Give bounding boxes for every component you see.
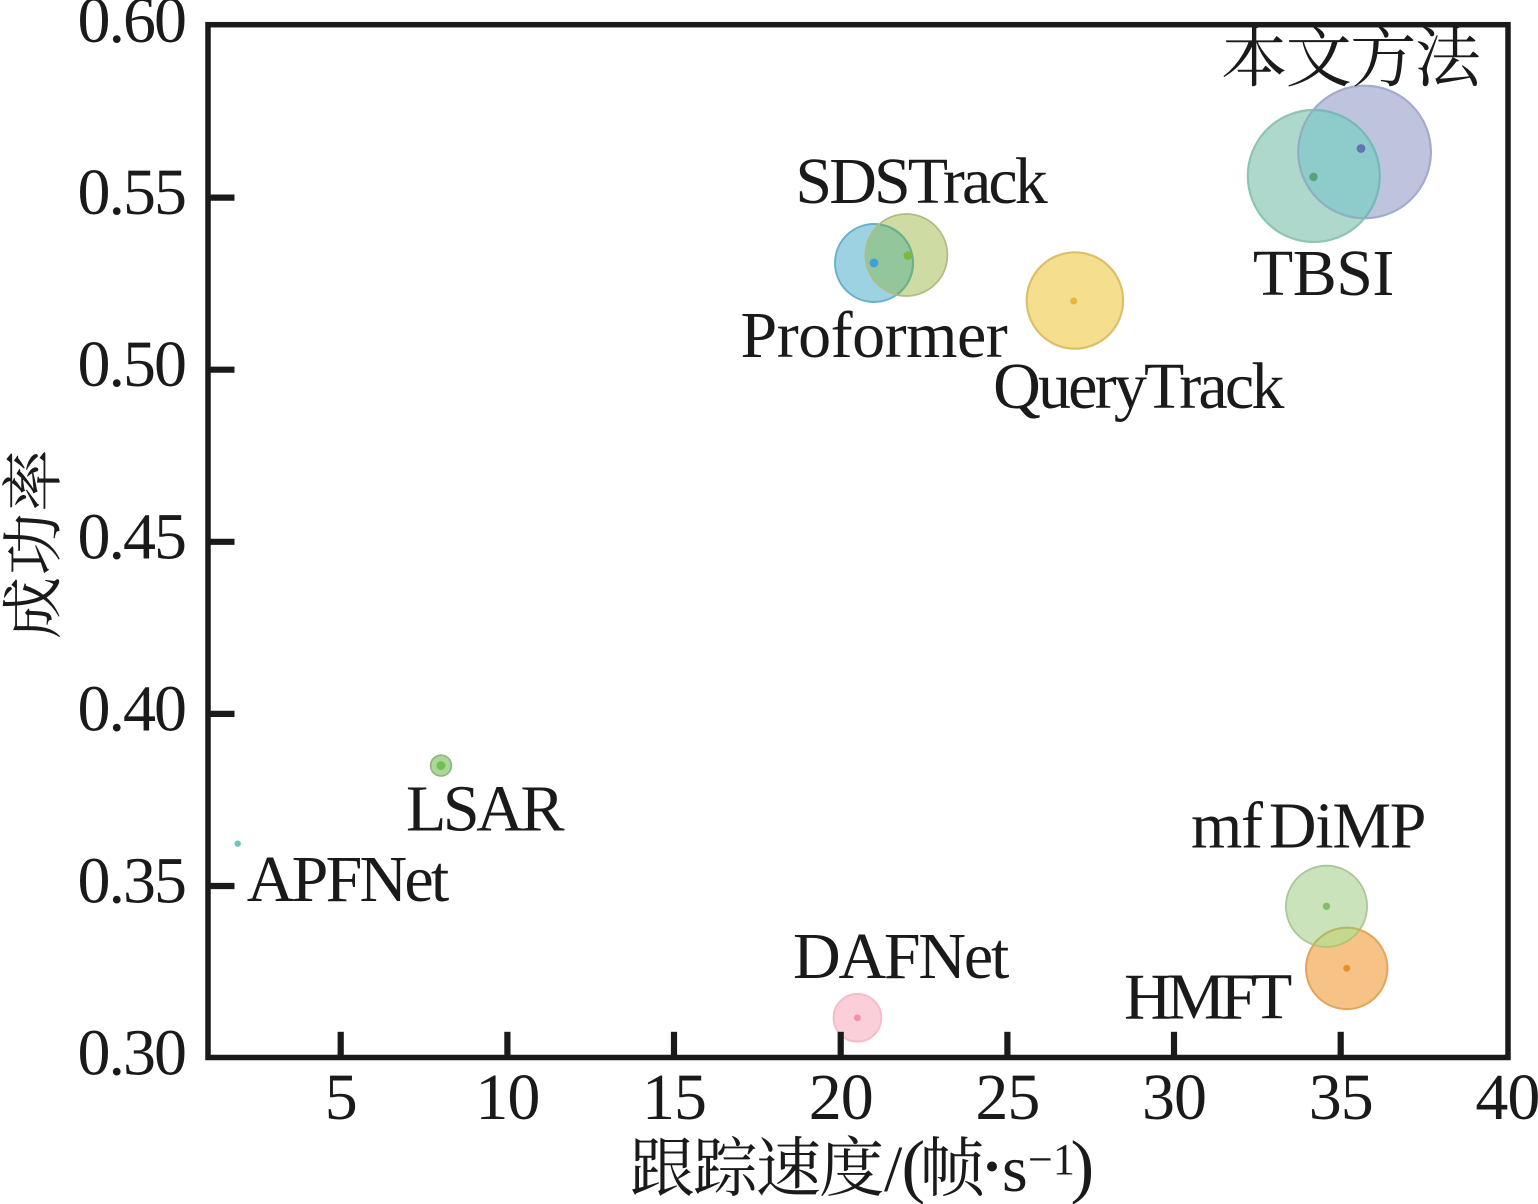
svg-text:−1: −1	[1028, 1135, 1075, 1184]
svg-text:5: 5	[325, 1061, 357, 1134]
svg-text:0.35: 0.35	[78, 845, 186, 918]
svg-text:HMFT: HMFT	[1124, 961, 1292, 1034]
svg-text:(: (	[902, 1127, 926, 1204]
svg-text:40: 40	[1475, 1061, 1538, 1134]
svg-text:s: s	[1002, 1133, 1028, 1204]
svg-text:35: 35	[1309, 1061, 1373, 1134]
svg-text:30: 30	[1142, 1061, 1206, 1134]
svg-text:SDSTrack: SDSTrack	[795, 145, 1047, 218]
svg-text:0.40: 0.40	[78, 672, 186, 745]
svg-text:0.45: 0.45	[78, 500, 186, 573]
svg-text:DAFNet: DAFNet	[793, 920, 1009, 993]
svg-text:Proformer: Proformer	[741, 299, 1008, 372]
svg-text:0.30: 0.30	[78, 1017, 186, 1090]
svg-text:0.50: 0.50	[78, 328, 186, 401]
svg-text:TBSI: TBSI	[1253, 237, 1394, 310]
svg-text:/: /	[884, 1133, 903, 1204]
svg-text:0.55: 0.55	[78, 156, 186, 229]
svg-text:APFNet: APFNet	[247, 843, 449, 916]
svg-text:20: 20	[809, 1061, 873, 1134]
svg-text:LSAR: LSAR	[406, 773, 564, 846]
svg-text:10: 10	[475, 1061, 539, 1134]
svg-text:25: 25	[975, 1061, 1039, 1134]
svg-text:15: 15	[642, 1061, 706, 1134]
svg-text:): )	[1071, 1127, 1095, 1204]
svg-text:mf DiMP: mf DiMP	[1191, 790, 1425, 863]
svg-text:0.60: 0.60	[78, 0, 186, 57]
svg-text:QueryTrack: QueryTrack	[993, 350, 1284, 423]
